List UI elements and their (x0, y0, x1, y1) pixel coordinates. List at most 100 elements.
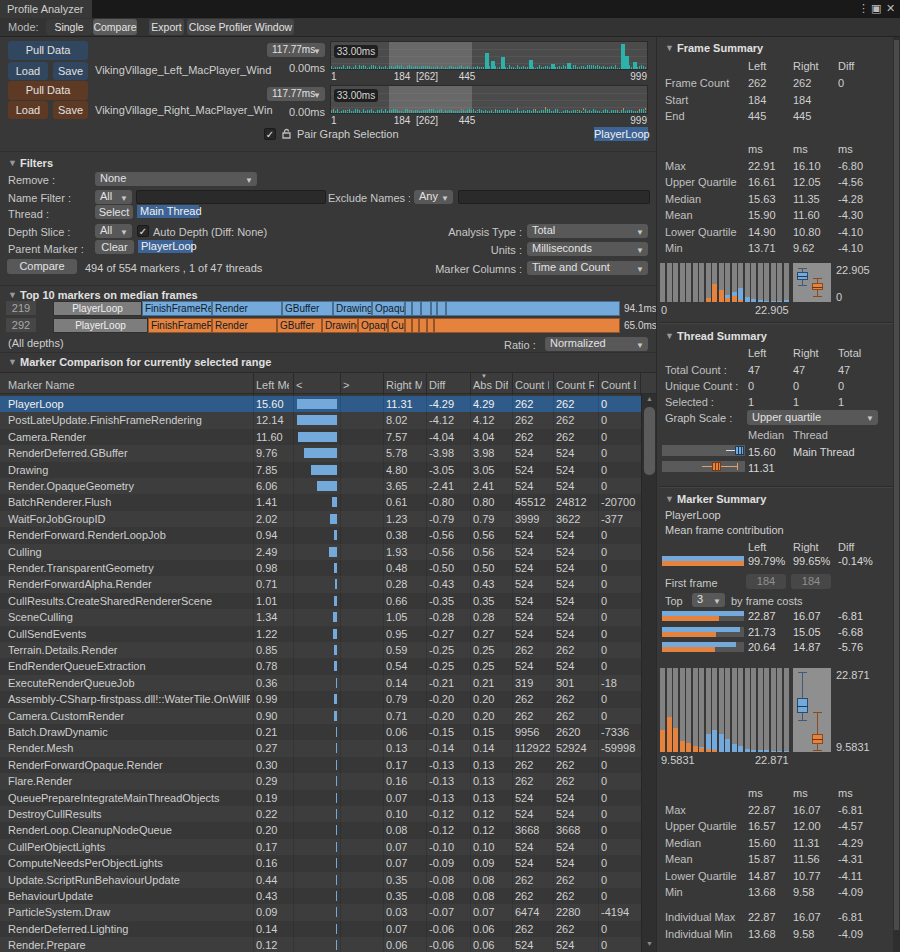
table-row[interactable]: RenderDeferred.Lighting0.140.07-0.060.06… (0, 921, 641, 937)
table-row[interactable]: QueuePrepareIntegrateMainThreadObjects0.… (0, 790, 641, 806)
top10-segment[interactable]: Cu (388, 318, 405, 333)
column-header-0[interactable]: Marker Name (8, 379, 249, 391)
table-row[interactable]: BatchRenderer.Flush1.410.61-0.800.804551… (0, 494, 641, 510)
table-row[interactable]: ParticleSystem.Draw0.090.03-0.070.076474… (0, 904, 641, 920)
top10-segment[interactable]: Drawing (322, 318, 358, 333)
remove-dropdown[interactable]: None▼ (95, 172, 257, 186)
top10-segment[interactable]: FinishFrameR (148, 318, 212, 333)
column-header-4[interactable]: Right Me (386, 379, 422, 391)
marker-columns-dropdown[interactable]: Time and Count▼ (527, 261, 648, 275)
top10-segment[interactable]: GBuffer (277, 318, 322, 333)
top10-segment[interactable] (437, 301, 446, 316)
exclude-mode-dropdown[interactable]: Any▼ (414, 190, 453, 204)
column-header-9[interactable]: Count De (601, 379, 636, 391)
top10-segment[interactable]: Drawing (333, 301, 372, 316)
save-left-button[interactable]: Save (53, 62, 88, 80)
frame-summary-foldout-icon[interactable]: ▼ (665, 43, 674, 53)
filters-foldout-icon[interactable]: ▼ (8, 158, 17, 168)
table-row[interactable]: ComputeNeedsPerObjectLights0.160.07-0.09… (0, 855, 641, 871)
top10-segment[interactable]: GBuffer (282, 301, 333, 316)
first-frame-right-button[interactable]: 184 (791, 574, 831, 589)
table-row[interactable]: BehaviourUpdate0.430.35-0.080.082622620 (0, 888, 641, 904)
comparison-foldout-icon[interactable]: ▼ (8, 357, 17, 367)
right-scrollbar-thumb[interactable] (894, 40, 899, 930)
close-icon[interactable]: ✕ (886, 2, 895, 15)
table-row[interactable]: RenderDeferred.GBuffer9.765.78-3.983.985… (0, 445, 641, 461)
parent-clear-button[interactable]: Clear (95, 240, 134, 254)
top10-segment[interactable] (434, 318, 620, 333)
close-profiler-button[interactable]: Close Profiler Window (187, 19, 294, 35)
marker-summary-foldout-icon[interactable]: ▼ (665, 494, 674, 504)
depth-slice-dropdown[interactable]: All▼ (95, 224, 132, 238)
table-row[interactable]: Drawing7.854.80-3.053.055245240 (0, 462, 641, 478)
table-row[interactable]: Update.ScriptRunBehaviourUpdate0.440.35-… (0, 872, 641, 888)
table-row[interactable]: RenderForwardOpaque.Render0.300.17-0.130… (0, 757, 641, 773)
table-row[interactable]: WaitForJobGroupID2.021.23-0.790.79399936… (0, 511, 641, 527)
top10-segment[interactable]: FinishFrameRe (142, 301, 212, 316)
top10-segment[interactable] (446, 301, 620, 316)
load-right-button[interactable]: Load (8, 101, 48, 119)
table-row[interactable]: Flare.Render0.290.16-0.130.132622620 (0, 773, 641, 789)
frame-graph-2[interactable]: 33.00ms (330, 85, 648, 114)
table-row[interactable]: PostLateUpdate.FinishFrameRendering12.14… (0, 412, 641, 428)
frame-graph-1[interactable]: 33.00ms (330, 41, 648, 70)
top10-segment[interactable] (427, 318, 434, 333)
table-row[interactable]: Camera.Render11.607.57-4.044.042622620 (0, 429, 641, 445)
compare-button[interactable]: Compare (7, 259, 77, 274)
top10-segment[interactable] (421, 301, 431, 316)
ratio-dropdown[interactable]: Normalized▼ (545, 337, 648, 351)
scrollbar-thumb[interactable] (644, 407, 655, 475)
maximize-icon[interactable]: ▣ (871, 2, 881, 15)
table-row[interactable]: Render.Prepare0.120.06-0.060.065245240 (0, 937, 641, 952)
column-header-6[interactable]: Abs Diff (473, 379, 508, 391)
save-right-button[interactable]: Save (53, 101, 88, 119)
top10-segment[interactable]: PlayerLoop (53, 301, 142, 316)
scroll-up-icon[interactable]: ▲ (646, 395, 653, 402)
table-row[interactable]: CullResults.CreateSharedRendererScene1.0… (0, 593, 641, 609)
table-row[interactable]: RenderForwardAlpha.Render0.710.28-0.430.… (0, 576, 641, 592)
analysis-type-dropdown[interactable]: Total▼ (527, 224, 648, 238)
selected-marker-badge[interactable]: PlayerLoop (594, 127, 648, 141)
table-row[interactable]: CullPerObjectLights0.170.07-0.100.105245… (0, 839, 641, 855)
kebab-menu-icon[interactable]: ⋮ (858, 2, 869, 15)
top10-segment[interactable] (405, 301, 412, 316)
top10-segment[interactable]: Render (212, 318, 277, 333)
export-button[interactable]: Export (149, 19, 184, 35)
scroll-down-icon[interactable]: ▼ (646, 940, 653, 947)
table-row[interactable]: Assembly-CSharp-firstpass.dll!::WaterTil… (0, 691, 641, 707)
table-row[interactable]: Render.TransparentGeometry0.980.48-0.500… (0, 560, 641, 576)
top10-foldout-icon[interactable]: ▼ (8, 290, 17, 300)
column-header-8[interactable]: Count Ri (556, 379, 594, 391)
exclude-names-input[interactable] (458, 190, 650, 204)
table-row[interactable]: SceneCulling1.341.05-0.280.285245240 (0, 609, 641, 625)
table-row[interactable]: RenderLoop.CleanupNodeQueue0.200.08-0.12… (0, 822, 641, 838)
top10-segment[interactable]: Render (212, 301, 282, 316)
left-range-max-dropdown[interactable]: 117.77ms▼ (267, 43, 325, 57)
column-header-2[interactable]: < (296, 379, 336, 391)
table-row[interactable]: RenderForward.RenderLoopJob0.940.38-0.56… (0, 527, 641, 543)
first-frame-left-button[interactable]: 184 (746, 574, 786, 589)
mode-single-button[interactable]: Single (46, 19, 92, 35)
top10-segment[interactable] (405, 318, 412, 333)
window-tab[interactable]: Profile Analyzer (0, 0, 92, 18)
top10-segment[interactable] (412, 301, 421, 316)
table-row[interactable]: Render.OpaqueGeometry6.063.65-2.412.4152… (0, 478, 641, 494)
table-row[interactable]: Camera.CustomRender0.900.71-0.200.202622… (0, 708, 641, 724)
pair-graph-selection-checkbox[interactable]: ✓ (264, 128, 276, 140)
thread-select-button[interactable]: Select (95, 205, 133, 219)
load-left-button[interactable]: Load (8, 62, 48, 80)
pull-data-left-button[interactable]: Pull Data (8, 41, 88, 60)
table-scrollbar[interactable]: ▲▼ (641, 394, 656, 952)
top10-segment[interactable]: Opaqu (372, 301, 405, 316)
thread-summary-foldout-icon[interactable]: ▼ (665, 331, 674, 341)
name-filter-mode-dropdown[interactable]: All▼ (95, 190, 132, 204)
top-count-dropdown[interactable]: 3▼ (692, 593, 725, 607)
table-row[interactable]: PlayerLoop15.6011.31-4.294.292622620 (0, 396, 641, 412)
column-header-7[interactable]: Count Le (515, 379, 549, 391)
top10-segment[interactable]: PlayerLoop (53, 318, 148, 333)
graph-scale-dropdown[interactable]: Upper quartile▼ (747, 410, 878, 425)
right-range-max-dropdown[interactable]: 117.77ms▼ (267, 87, 325, 101)
table-row[interactable]: EndRenderQueueExtraction0.780.54-0.250.2… (0, 658, 641, 674)
table-row[interactable]: Batch.DrawDynamic0.210.06-0.150.15995626… (0, 724, 641, 740)
units-dropdown[interactable]: Milliseconds▼ (527, 242, 648, 256)
